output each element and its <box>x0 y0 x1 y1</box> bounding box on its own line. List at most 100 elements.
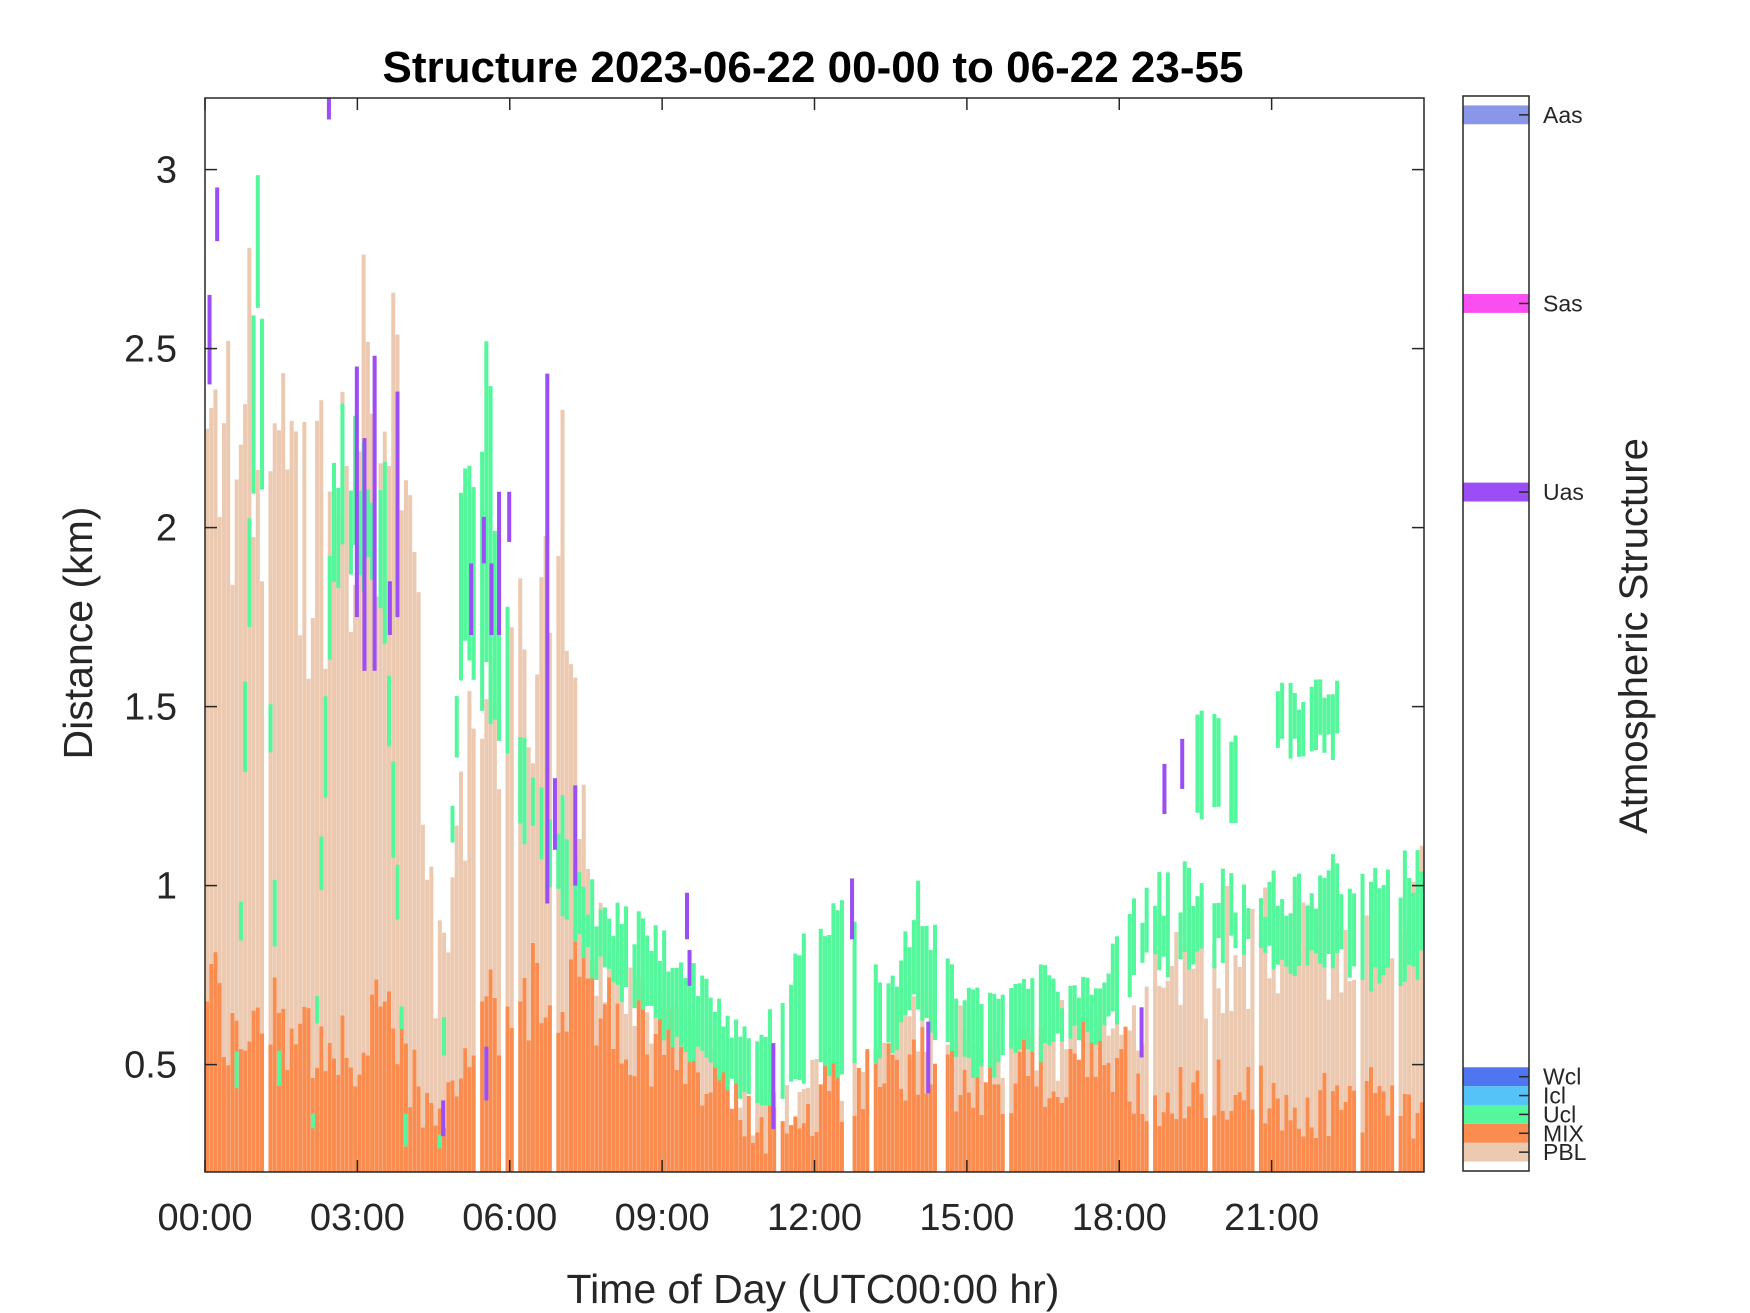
cloud-layer-bar <box>1127 913 1132 998</box>
mix-layer-bar <box>1127 1101 1132 1172</box>
mix-layer-bar <box>1415 1112 1420 1172</box>
pbl-layer-bar <box>1373 967 1378 1094</box>
pbl-layer-bar <box>353 585 358 1087</box>
mix-layer-bar <box>331 1058 336 1172</box>
cloud-layer-bar <box>746 1038 751 1095</box>
pbl-layer-bar <box>1195 942 1200 1071</box>
cloud-layer-bar <box>640 918 645 1010</box>
pbl-layer-bar <box>1288 929 1293 1121</box>
pbl-layer-bar <box>399 510 404 1012</box>
cloud-layer-bar <box>1013 983 1018 1053</box>
upper-cloud-bar <box>1313 679 1318 751</box>
mix-layer-bar <box>780 1121 785 1172</box>
pbl-layer-bar <box>488 678 493 970</box>
mix-layer-bar <box>1030 1035 1035 1172</box>
pbl-layer-bar <box>429 866 434 1103</box>
mix-layer-bar <box>1123 1026 1128 1172</box>
pbl-layer-bar <box>1318 898 1323 1091</box>
pbl-layer-bar <box>1419 845 1424 1103</box>
pbl-layer-bar <box>1220 1013 1225 1111</box>
cloud-layer-bar <box>260 318 265 490</box>
mix-layer-bar <box>1102 1064 1107 1172</box>
mix-layer-bar <box>1026 1075 1031 1172</box>
x-tick-label: 09:00 <box>615 1197 710 1239</box>
cloud-layer-bar <box>1026 988 1031 1050</box>
mix-layer-bar <box>742 1136 747 1172</box>
y-tick-label: 0.5 <box>124 1045 177 1087</box>
pbl-layer-bar <box>916 1051 921 1095</box>
mix-layer-bar <box>975 1044 980 1172</box>
cloud-layer-bar <box>1161 915 1166 957</box>
mix-layer-bar <box>1186 1106 1191 1172</box>
mix-layer-bar <box>1352 1090 1357 1172</box>
mix-layer-bar <box>1407 1094 1412 1172</box>
mix-layer-bar <box>327 1042 332 1172</box>
mix-layer-bar <box>949 1030 954 1172</box>
aerosol-streak <box>387 581 392 635</box>
pbl-layer-bar <box>1225 885 1230 1120</box>
cloud-layer-bar <box>1385 869 1390 968</box>
mix-layer-bar <box>395 1064 400 1172</box>
mix-layer-bar <box>1377 1086 1382 1172</box>
colorbar-swatch-mix <box>1463 1123 1529 1143</box>
cloud-layer-bar <box>831 903 836 1064</box>
cloud-layer-bar <box>1081 976 1086 1022</box>
mix-layer-bar <box>1402 1094 1407 1172</box>
mix-layer-bar <box>628 1074 633 1172</box>
mix-layer-bar <box>1229 1110 1234 1172</box>
mix-layer-bar <box>1047 1098 1052 1172</box>
mix-layer-bar <box>1072 1053 1077 1172</box>
pbl-layer-bar <box>1191 968 1196 1083</box>
pbl-layer-bar <box>560 409 565 1012</box>
mix-layer-bar <box>458 1078 463 1172</box>
pbl-layer-bar <box>319 400 324 1027</box>
mix-layer-bar <box>674 1069 679 1172</box>
pbl-layer-bar <box>1258 941 1263 1066</box>
mix-layer-bar <box>319 1026 324 1172</box>
mix-layer-bar <box>1390 1085 1395 1172</box>
upper-cloud-bar <box>1318 679 1323 735</box>
cloud-layer-bar <box>979 1004 984 1067</box>
cloud-layer-bar <box>484 341 489 663</box>
mix-layer-bar <box>446 1082 451 1172</box>
mix-layer-bar <box>387 991 392 1172</box>
mix-layer-bar <box>1191 1082 1196 1172</box>
cloud-layer-bar <box>1059 1008 1065 1042</box>
mix-layer-bar <box>907 1054 912 1172</box>
colorbar-tick-label: Ucl <box>1543 1101 1576 1127</box>
cloud-layer-bar <box>611 935 616 983</box>
cloud-layer-bar <box>835 910 840 1079</box>
mix-layer-bar <box>598 1018 603 1172</box>
cloud-layer-bar <box>331 462 336 582</box>
cloud-layer-bar <box>683 978 688 1052</box>
cloud-layer-bar <box>450 805 455 843</box>
mix-layer-bar <box>454 1096 459 1172</box>
colorbar-swatch-aas <box>1463 105 1529 125</box>
pbl-layer-bar <box>619 942 624 1064</box>
aerosol-streak <box>687 950 692 986</box>
aerosol-streak <box>926 1021 931 1094</box>
colorbar-swatch-uas <box>1463 482 1529 502</box>
aerosol-streak <box>362 438 367 671</box>
pbl-layer-bar <box>1330 952 1335 1092</box>
cloud-layer-bar <box>1089 994 1094 1043</box>
mix-layer-bar <box>1055 1096 1060 1172</box>
pbl-layer-bar <box>247 247 252 1042</box>
cloud-layer-bar <box>539 787 544 860</box>
pbl-layer-bar <box>1233 955 1238 1095</box>
pbl-layer-bar <box>357 451 362 1075</box>
mix-layer-bar <box>971 1107 976 1172</box>
mix-layer-bar <box>662 1055 667 1172</box>
cloud-layer-bar <box>1411 892 1416 967</box>
pbl-layer-bar <box>272 423 277 978</box>
mix-layer-bar <box>1106 1062 1111 1172</box>
pbl-layer-bar <box>708 1049 713 1093</box>
pbl-layer-bar <box>1212 946 1217 1116</box>
cloud-layer-bar <box>1360 873 1365 980</box>
pbl-layer-bar <box>530 763 535 943</box>
cloud-layer-bar <box>992 993 997 1078</box>
mix-layer-bar <box>272 977 277 1172</box>
mix-layer-bar <box>1051 1091 1056 1172</box>
pbl-layer-bar <box>497 789 502 1056</box>
pbl-layer-bar <box>971 1061 976 1108</box>
